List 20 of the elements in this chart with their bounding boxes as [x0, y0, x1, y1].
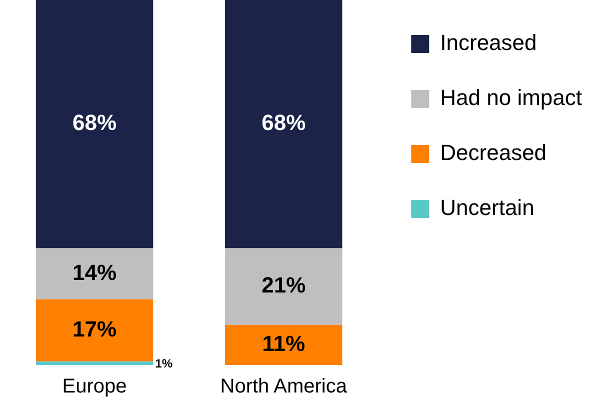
bar — [225, 0, 342, 248]
bar — [36, 299, 154, 362]
data-label: 17% — [72, 316, 117, 342]
bar — [36, 0, 154, 248]
bar — [225, 324, 342, 365]
bar — [36, 248, 154, 300]
legend-label: Uncertain — [440, 195, 534, 220]
legend-label: Increased — [440, 30, 537, 56]
legend-label: Decreased — [440, 140, 547, 166]
data-label: 68% — [72, 110, 117, 136]
x-tick-label: Europe — [62, 376, 127, 398]
data-label: 14% — [72, 260, 117, 285]
data-label: 68% — [262, 110, 306, 136]
bar — [225, 248, 342, 325]
data-label: 11% — [262, 330, 306, 356]
x-tick-label: North America — [220, 376, 348, 398]
legend-label: Had no impact — [440, 85, 582, 110]
bar — [36, 361, 154, 365]
data-label: 1% — [155, 356, 173, 370]
data-label: 21% — [262, 272, 306, 298]
